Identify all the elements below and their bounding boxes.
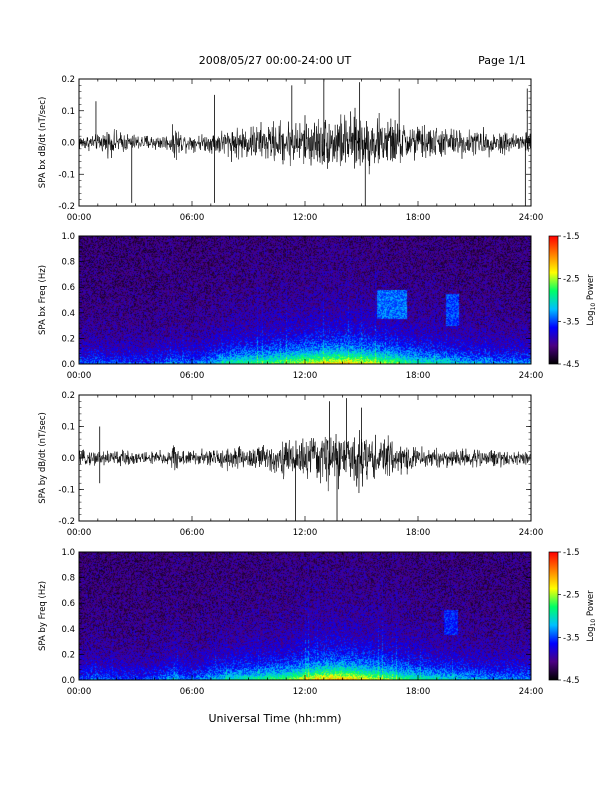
- page-indicator: Page 1/1: [478, 54, 526, 67]
- bx-spectrogram-heatmap: [79, 236, 531, 364]
- by-dbdt-x-tick-label: 24:00: [519, 528, 544, 538]
- bx-dbdt-x-tick-label: 00:00: [67, 213, 92, 223]
- bx-spectrogram-y-tick-label: 0.0: [61, 360, 75, 370]
- bx-dbdt-y-tick-label: 0.0: [61, 139, 75, 149]
- figure-title: 2008/05/27 00:00-24:00 UT: [199, 54, 352, 67]
- by-spectrogram-x-tick-label: 18:00: [406, 687, 431, 697]
- by-spectrogram-colorbar: [548, 551, 559, 681]
- panels: 00:00 06:00 12:00 18:00 24:00 0.2 0.1 0.0 -0.1 -0…: [38, 75, 597, 697]
- by-spectrogram-y-tick-label: 1.0: [61, 548, 75, 558]
- bx-dbdt-y-tick-label: 0.1: [61, 107, 75, 117]
- by-spectrogram-x-tick-label: 00:00: [67, 687, 92, 697]
- bx-spectrogram-y-axis-label: SPA bx Freq (Hz): [38, 265, 48, 335]
- by-dbdt-y-axis-label: SPA by dB/dt (nT/sec): [38, 412, 48, 504]
- bx-spectrogram-y-tick-label: 0.8: [61, 258, 75, 268]
- bx-spectrogram-y-tick-label: 1.0: [61, 232, 75, 242]
- by-spectrogram-y-tick-label: 0.6: [61, 599, 75, 609]
- bx-spectrogram-y-tick-label: 0.6: [61, 283, 75, 293]
- bx-spectrogram-colorbar-tick-label: -4.5: [563, 360, 580, 370]
- bx-dbdt-y-tick-label: -0.1: [58, 170, 75, 180]
- by-spectrogram-y-axis-label: SPA by Freq (Hz): [38, 581, 48, 651]
- bx-spectrogram-x-tick-label: 24:00: [519, 371, 544, 381]
- bx-dbdt-x-tick-label: 24:00: [519, 213, 544, 223]
- bx-dbdt-x-tick-label: 06:00: [180, 213, 205, 223]
- bx-spectrogram-axes: 00:00 06:00 12:00 18:00 24:00 1.0 0.8 0.6 0.4 0.2…: [38, 232, 543, 381]
- bx-dbdt-y-tick-label: -0.2: [58, 202, 75, 212]
- x-axis-label: Universal Time (hh:mm): [209, 712, 342, 725]
- by-spectrogram-axes: 00:00 06:00 12:00 18:00 24:00 1.0 0.8 0.6 0.4 0.2…: [38, 548, 543, 697]
- by-spectrogram-colorbar-tick-label: -2.5: [563, 591, 580, 601]
- by-dbdt-series-line: [79, 430, 531, 494]
- bx-spectrogram-colorbar-tick-label: -3.5: [563, 317, 580, 327]
- by-spectrogram-colorbar-tick-label: -4.5: [563, 676, 580, 686]
- bx-spectrogram-colorbar-tick-label: -1.5: [563, 232, 580, 242]
- bx-spectrogram-x-tick-label: 00:00: [67, 371, 92, 381]
- by-dbdt-y-tick-label: 0.1: [61, 423, 75, 433]
- by-dbdt-y-tick-label: -0.1: [58, 486, 75, 496]
- bx-spectrogram-heatmap-canvas: [79, 236, 531, 364]
- bx-spectrogram-y-tick-label: 0.2: [61, 334, 75, 344]
- by-dbdt-x-tick-label: 06:00: [180, 528, 205, 538]
- by-spectrogram-x-tick-label: 06:00: [180, 687, 205, 697]
- by-dbdt-axes: 00:00 06:00 12:00 18:00 24:00 0.2 0.1 0.0 -0.1 -0…: [38, 391, 543, 538]
- by-dbdt-x-tick-label: 12:00: [293, 528, 318, 538]
- by-spectrogram-y-tick-label: 0.8: [61, 574, 75, 584]
- by-spectrogram-x-tick-label: 24:00: [519, 687, 544, 697]
- by-dbdt-y-tick-label: 0.2: [61, 391, 75, 401]
- by-spectrogram-y-tick-label: 0.2: [61, 650, 75, 660]
- by-dbdt-y-tick-label: 0.0: [61, 454, 75, 464]
- bx-dbdt-x-tick-label: 12:00: [293, 213, 318, 223]
- by-spectrogram-heatmap-canvas: [79, 552, 531, 680]
- by-spectrogram-colorbar-tick-label: -3.5: [563, 633, 580, 643]
- by-spectrogram-y-tick-label: 0.4: [61, 625, 75, 635]
- bx-spectrogram-x-tick-label: 12:00: [293, 371, 318, 381]
- bx-spectrogram-colorbar-tick-label: -2.5: [563, 275, 580, 285]
- by-dbdt-y-tick-label: -0.2: [58, 517, 75, 527]
- by-spectrogram-x-tick-label: 12:00: [293, 687, 318, 697]
- by-spectrogram-colorbar-label: Log10 Power: [586, 590, 597, 642]
- bx-dbdt-x-tick-label: 18:00: [406, 213, 431, 223]
- bx-dbdt-y-axis-label: SPA bx dB/dt (nT/sec): [38, 97, 48, 189]
- bx-spectrogram-y-tick-label: 0.4: [61, 309, 75, 319]
- by-spectrogram-heatmap: [79, 552, 531, 680]
- bx-dbdt-axes: 00:00 06:00 12:00 18:00 24:00 0.2 0.1 0.0 -0.1 -0…: [38, 75, 543, 223]
- by-spectrogram-y-tick-label: 0.0: [61, 676, 75, 686]
- bx-dbdt-y-tick-label: 0.2: [61, 75, 75, 85]
- by-dbdt-x-tick-label: 18:00: [406, 528, 431, 538]
- bx-dbdt-series-line: [79, 107, 531, 175]
- by-spectrogram-colorbar-tick-label: -1.5: [563, 548, 580, 558]
- bx-spectrogram-colorbar: [548, 235, 559, 365]
- bx-spectrogram-x-tick-label: 18:00: [406, 371, 431, 381]
- bx-spectrogram-x-tick-label: 06:00: [180, 371, 205, 381]
- bx-spectrogram-colorbar-label: Log10 Power: [586, 274, 597, 326]
- by-dbdt-x-tick-label: 00:00: [67, 528, 92, 538]
